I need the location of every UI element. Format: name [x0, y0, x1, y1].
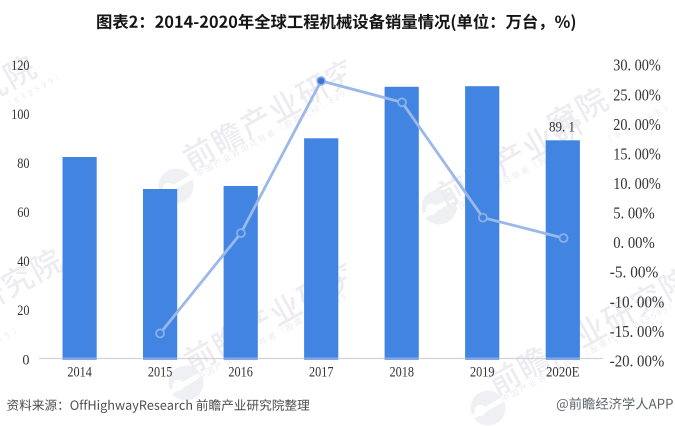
svg-text:60: 60: [17, 205, 29, 221]
svg-text:2018: 2018: [389, 365, 414, 381]
svg-text:-5. 00%: -5. 00%: [610, 263, 659, 282]
svg-text:2014: 2014: [67, 365, 92, 381]
svg-text:-10. 00%: -10. 00%: [610, 292, 665, 311]
svg-text:2016: 2016: [228, 365, 253, 381]
svg-text:20: 20: [17, 303, 29, 319]
svg-text:80: 80: [17, 156, 29, 172]
svg-text:25. 00%: 25. 00%: [613, 85, 661, 104]
svg-text:89. 1: 89. 1: [549, 119, 575, 135]
svg-text:30. 00%: 30. 00%: [613, 56, 661, 75]
svg-text:2020E: 2020E: [546, 365, 580, 381]
svg-text:40: 40: [17, 254, 29, 270]
svg-text:10. 00%: 10. 00%: [613, 174, 661, 193]
svg-text:15. 00%: 15. 00%: [613, 144, 661, 163]
svg-text:20. 00%: 20. 00%: [613, 115, 661, 134]
svg-text:-20. 00%: -20. 00%: [610, 351, 665, 370]
svg-text:0: 0: [22, 352, 29, 368]
svg-text:100: 100: [11, 107, 29, 123]
svg-text:2015: 2015: [148, 365, 173, 381]
svg-text:5. 00%: 5. 00%: [613, 204, 655, 223]
svg-text:-15. 00%: -15. 00%: [610, 322, 665, 341]
svg-text:0. 00%: 0. 00%: [613, 233, 655, 252]
svg-text:120: 120: [11, 58, 29, 74]
svg-text:2019: 2019: [470, 365, 495, 381]
svg-text:2017: 2017: [309, 365, 334, 381]
